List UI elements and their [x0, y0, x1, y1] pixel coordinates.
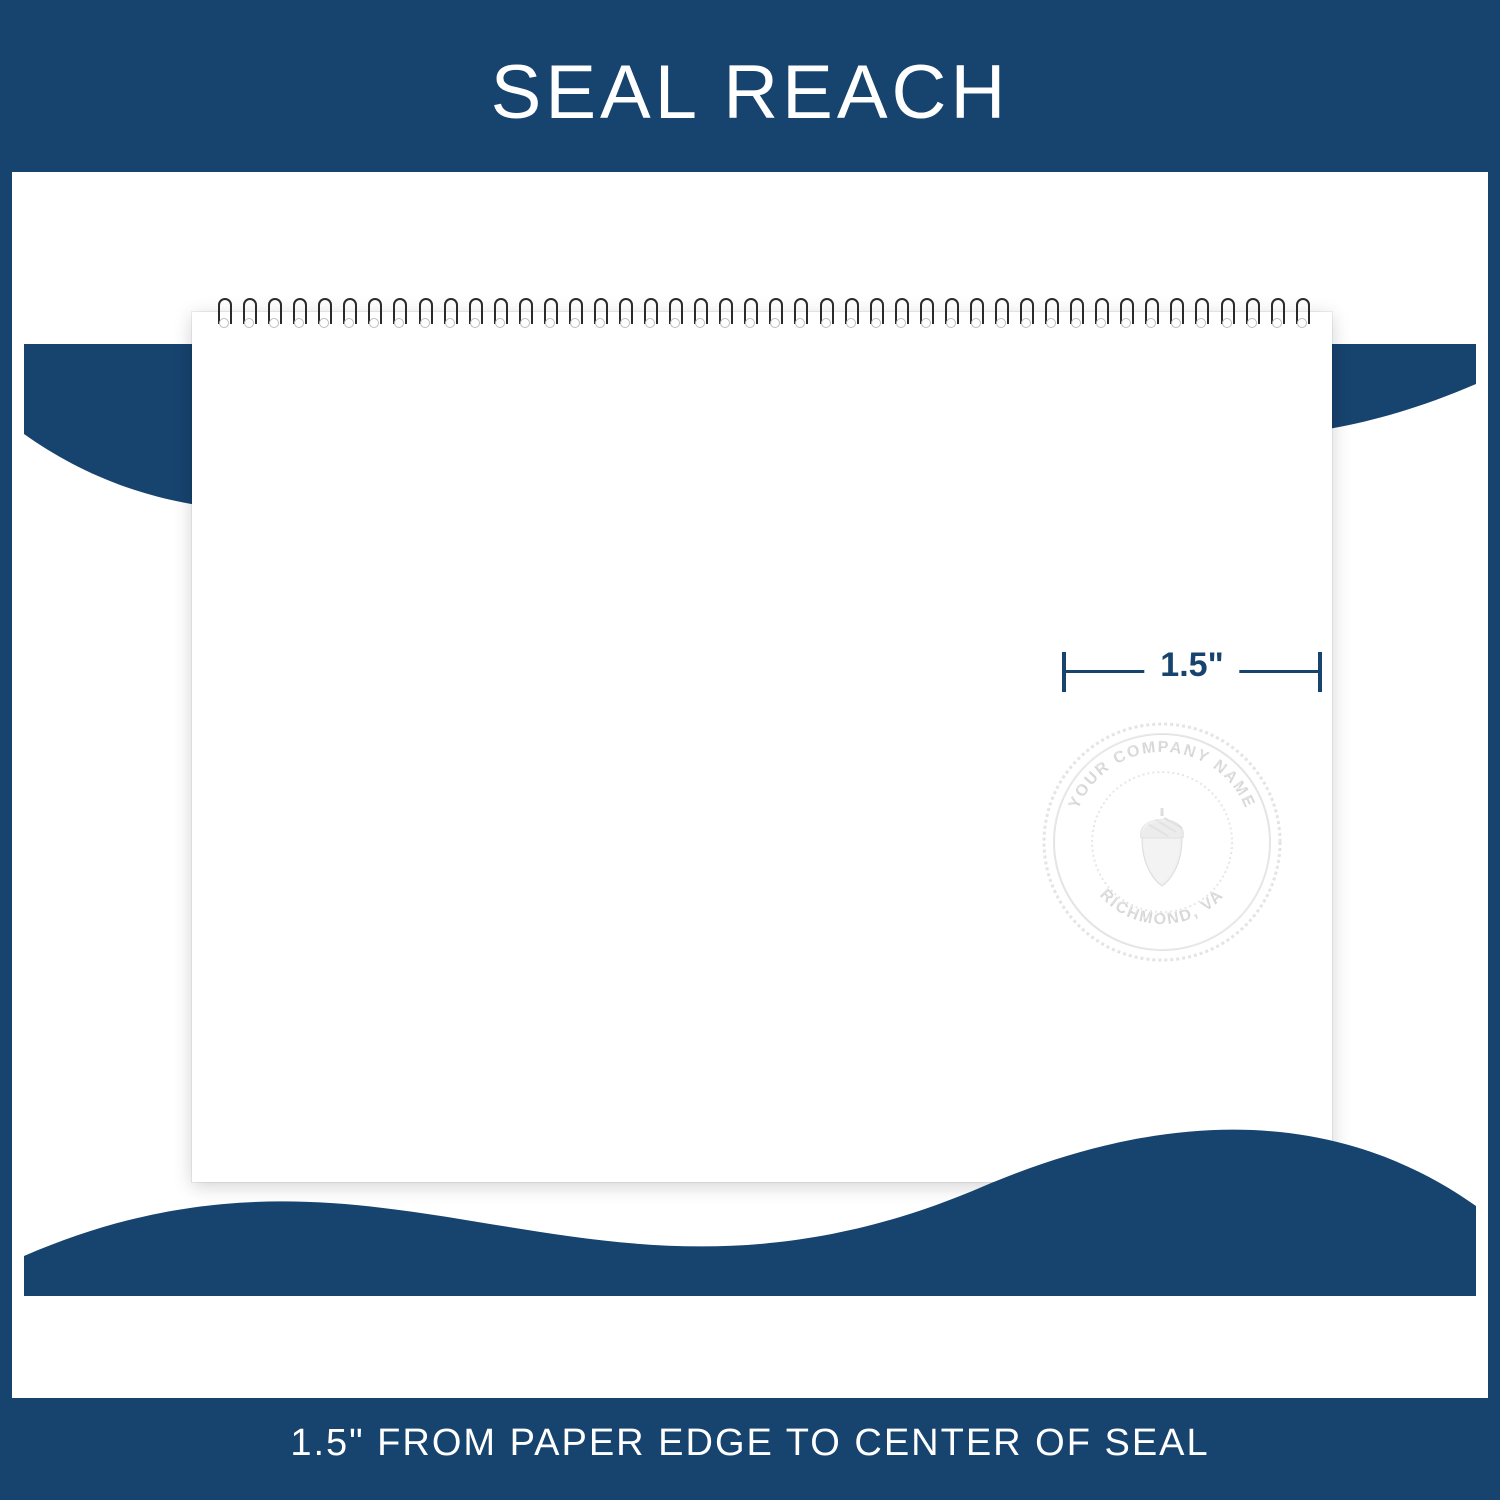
spiral-loop — [843, 298, 857, 328]
spiral-loop — [391, 298, 405, 328]
spiral-loop — [266, 298, 280, 328]
spiral-loop — [642, 298, 656, 328]
spiral-loop — [792, 298, 806, 328]
spiral-loop — [341, 298, 355, 328]
seal-bottom-text: RICHMOND, VA — [1096, 886, 1227, 928]
content-stage: 1.5" — [12, 172, 1488, 1398]
spiral-loop — [617, 298, 631, 328]
notebook-page: 1.5" — [192, 312, 1332, 1182]
decorative-wave-bottom — [24, 1076, 1476, 1296]
spiral-loop — [517, 298, 531, 328]
spiral-loop — [1018, 298, 1032, 328]
spiral-loop — [442, 298, 456, 328]
spiral-loop — [1193, 298, 1207, 328]
embossed-seal: YOUR COMPANY NAME RICHMOND, VA — [1032, 712, 1292, 972]
wave-bottom-path — [24, 1130, 1476, 1296]
measure-cap-right — [1318, 652, 1322, 692]
spiral-loop — [366, 298, 380, 328]
measure-label: 1.5" — [1144, 646, 1239, 685]
spiral-loop — [592, 298, 606, 328]
spiral-loop — [993, 298, 1007, 328]
spiral-loop — [818, 298, 832, 328]
spiral-loop — [918, 298, 932, 328]
spiral-loop — [1068, 298, 1082, 328]
spiral-loop — [692, 298, 706, 328]
spiral-loop — [1043, 298, 1057, 328]
spiral-loop — [1244, 298, 1258, 328]
spiral-loop — [492, 298, 506, 328]
spiral-loop — [667, 298, 681, 328]
spiral-loop — [417, 298, 431, 328]
spiral-loop — [968, 298, 982, 328]
spiral-loop — [742, 298, 756, 328]
spiral-loop — [1093, 298, 1107, 328]
spiral-loop — [943, 298, 957, 328]
acorn-icon — [1140, 808, 1184, 886]
spiral-loop — [868, 298, 882, 328]
spiral-loop — [893, 298, 907, 328]
title-text: SEAL REACH — [491, 49, 1010, 136]
infographic-frame: SEAL REACH 1.5" — [0, 0, 1500, 1500]
spiral-loop — [1294, 298, 1308, 328]
measurement-indicator: 1.5" — [1062, 642, 1322, 702]
spiral-binding — [216, 298, 1308, 328]
footer-text: 1.5" FROM PAPER EDGE TO CENTER OF SEAL — [290, 1422, 1209, 1465]
spiral-loop — [316, 298, 330, 328]
spiral-loop — [1219, 298, 1233, 328]
spiral-loop — [291, 298, 305, 328]
spiral-loop — [1168, 298, 1182, 328]
spiral-loop — [1118, 298, 1132, 328]
spiral-loop — [767, 298, 781, 328]
spiral-loop — [542, 298, 556, 328]
spiral-loop — [717, 298, 731, 328]
spiral-loop — [216, 298, 230, 328]
spiral-loop — [1269, 298, 1283, 328]
spiral-loop — [567, 298, 581, 328]
footer-band: 1.5" FROM PAPER EDGE TO CENTER OF SEAL — [12, 1398, 1488, 1488]
spiral-loop — [1143, 298, 1157, 328]
spiral-loop — [467, 298, 481, 328]
spiral-loop — [241, 298, 255, 328]
seal-top-text: YOUR COMPANY NAME — [1066, 739, 1258, 812]
title-band: SEAL REACH — [12, 12, 1488, 172]
